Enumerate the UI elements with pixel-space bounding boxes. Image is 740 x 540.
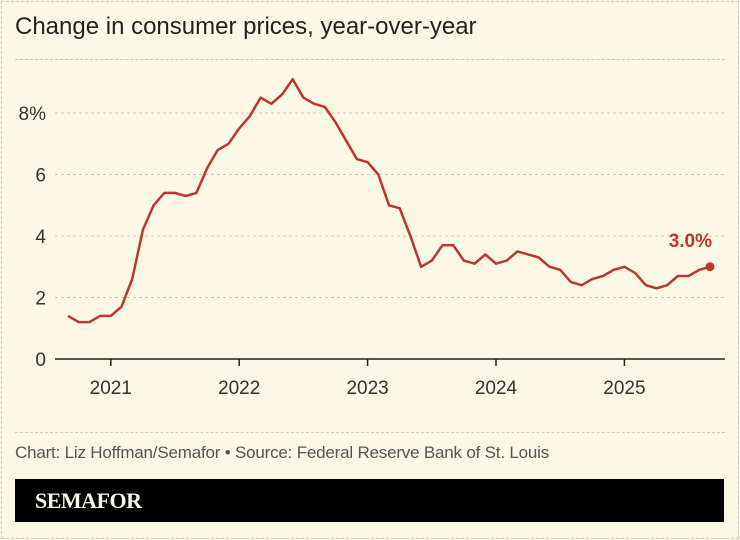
last-point-marker	[705, 262, 715, 272]
chart-source: Chart: Liz Hoffman/Semafor • Source: Fed…	[15, 443, 550, 462]
x-tick-label: 2025	[603, 378, 645, 399]
x-tick-label: 2022	[218, 378, 260, 399]
y-tick-label: 2	[35, 289, 46, 310]
cpi-line	[67, 77, 711, 324]
footer-bar: SEMAFOR	[15, 479, 724, 522]
y-tick-label: 4	[35, 227, 46, 248]
semafor-logo: SEMAFOR	[35, 488, 142, 513]
bottom-divider	[15, 432, 725, 433]
line-chart: 0 2 4 6 8% 2021 2022 2023 2024 2025 3.0%	[19, 77, 725, 399]
y-tick-label: 8%	[19, 104, 47, 125]
y-tick-label: 0	[35, 350, 46, 371]
top-divider	[15, 59, 725, 60]
x-tick-label: 2024	[475, 378, 518, 399]
y-tick-label: 6	[35, 166, 46, 187]
x-tick-label: 2023	[346, 378, 388, 399]
last-value-label: 3.0%	[669, 231, 712, 252]
chart-title: Change in consumer prices, year-over-yea…	[15, 13, 477, 40]
x-tick-label: 2021	[90, 378, 132, 399]
